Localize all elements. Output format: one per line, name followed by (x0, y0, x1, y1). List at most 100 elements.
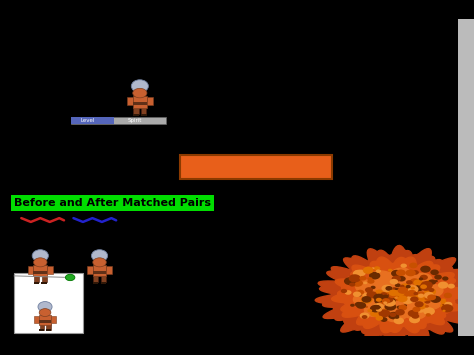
Circle shape (358, 294, 362, 296)
Circle shape (419, 283, 432, 291)
Circle shape (428, 279, 436, 285)
Circle shape (376, 302, 380, 305)
Circle shape (406, 285, 419, 293)
Circle shape (440, 303, 448, 308)
FancyBboxPatch shape (39, 320, 51, 322)
Circle shape (367, 309, 372, 312)
FancyBboxPatch shape (39, 329, 44, 331)
Circle shape (392, 275, 401, 282)
Circle shape (415, 301, 424, 307)
Circle shape (407, 291, 419, 299)
Circle shape (430, 289, 436, 293)
Circle shape (382, 308, 389, 313)
Circle shape (374, 266, 380, 271)
Circle shape (424, 288, 436, 296)
Circle shape (408, 310, 419, 317)
Circle shape (416, 302, 427, 310)
Circle shape (391, 292, 402, 299)
Circle shape (356, 269, 366, 276)
Circle shape (402, 296, 413, 304)
Circle shape (367, 279, 374, 284)
Circle shape (447, 284, 455, 289)
Circle shape (420, 281, 433, 289)
Circle shape (371, 286, 375, 289)
Circle shape (413, 279, 423, 286)
FancyBboxPatch shape (34, 271, 47, 274)
Circle shape (400, 285, 405, 288)
Circle shape (395, 289, 407, 297)
FancyBboxPatch shape (133, 95, 147, 108)
Circle shape (348, 274, 361, 283)
Circle shape (411, 289, 416, 292)
Circle shape (391, 270, 401, 277)
Circle shape (349, 283, 356, 286)
Circle shape (413, 292, 418, 295)
Circle shape (384, 299, 396, 307)
FancyBboxPatch shape (46, 324, 51, 330)
Text: Matched Pairs Experiment: Matched Pairs Experiment (19, 41, 283, 59)
Circle shape (396, 288, 401, 291)
Circle shape (376, 308, 382, 312)
Circle shape (392, 290, 403, 297)
FancyBboxPatch shape (133, 114, 139, 115)
Ellipse shape (39, 308, 51, 317)
Circle shape (375, 316, 383, 321)
Circle shape (396, 294, 400, 297)
Circle shape (401, 287, 407, 291)
Circle shape (380, 292, 387, 297)
Circle shape (390, 279, 398, 285)
Circle shape (390, 287, 398, 293)
Circle shape (345, 290, 352, 295)
Circle shape (389, 290, 399, 296)
Circle shape (436, 298, 438, 300)
Text: Variable of Interest:: Variable of Interest: (19, 146, 136, 159)
Circle shape (404, 287, 408, 290)
Circle shape (416, 306, 425, 313)
Circle shape (412, 307, 420, 312)
Circle shape (350, 304, 355, 307)
Circle shape (423, 307, 435, 315)
Circle shape (398, 276, 406, 282)
Circle shape (365, 287, 373, 293)
Text: White Blood Cell Count: White Blood Cell Count (19, 171, 155, 184)
FancyBboxPatch shape (93, 271, 106, 274)
Circle shape (377, 269, 380, 271)
FancyBboxPatch shape (93, 265, 106, 276)
Circle shape (406, 285, 411, 288)
Circle shape (372, 267, 374, 269)
Circle shape (407, 288, 419, 296)
Circle shape (385, 293, 392, 297)
Circle shape (356, 276, 361, 279)
Circle shape (375, 290, 383, 295)
Circle shape (395, 293, 403, 298)
Circle shape (444, 293, 452, 298)
FancyBboxPatch shape (133, 107, 138, 114)
Circle shape (373, 303, 384, 310)
Circle shape (418, 295, 428, 302)
Circle shape (370, 305, 381, 312)
Circle shape (406, 297, 413, 302)
Circle shape (425, 296, 431, 301)
Polygon shape (332, 257, 465, 333)
Circle shape (422, 282, 430, 287)
Circle shape (383, 301, 387, 304)
Circle shape (427, 294, 436, 300)
Circle shape (420, 275, 428, 280)
Circle shape (366, 289, 372, 293)
Circle shape (382, 301, 387, 304)
Circle shape (409, 316, 420, 323)
Circle shape (392, 292, 398, 295)
Circle shape (397, 306, 401, 309)
Circle shape (385, 293, 396, 300)
Circle shape (410, 296, 419, 302)
Circle shape (382, 298, 390, 304)
Circle shape (391, 291, 393, 294)
Circle shape (386, 298, 396, 304)
Circle shape (397, 306, 401, 308)
Circle shape (359, 276, 366, 280)
FancyBboxPatch shape (101, 275, 106, 282)
Circle shape (363, 293, 370, 298)
Circle shape (361, 296, 373, 304)
Ellipse shape (34, 258, 47, 267)
Circle shape (409, 263, 418, 268)
